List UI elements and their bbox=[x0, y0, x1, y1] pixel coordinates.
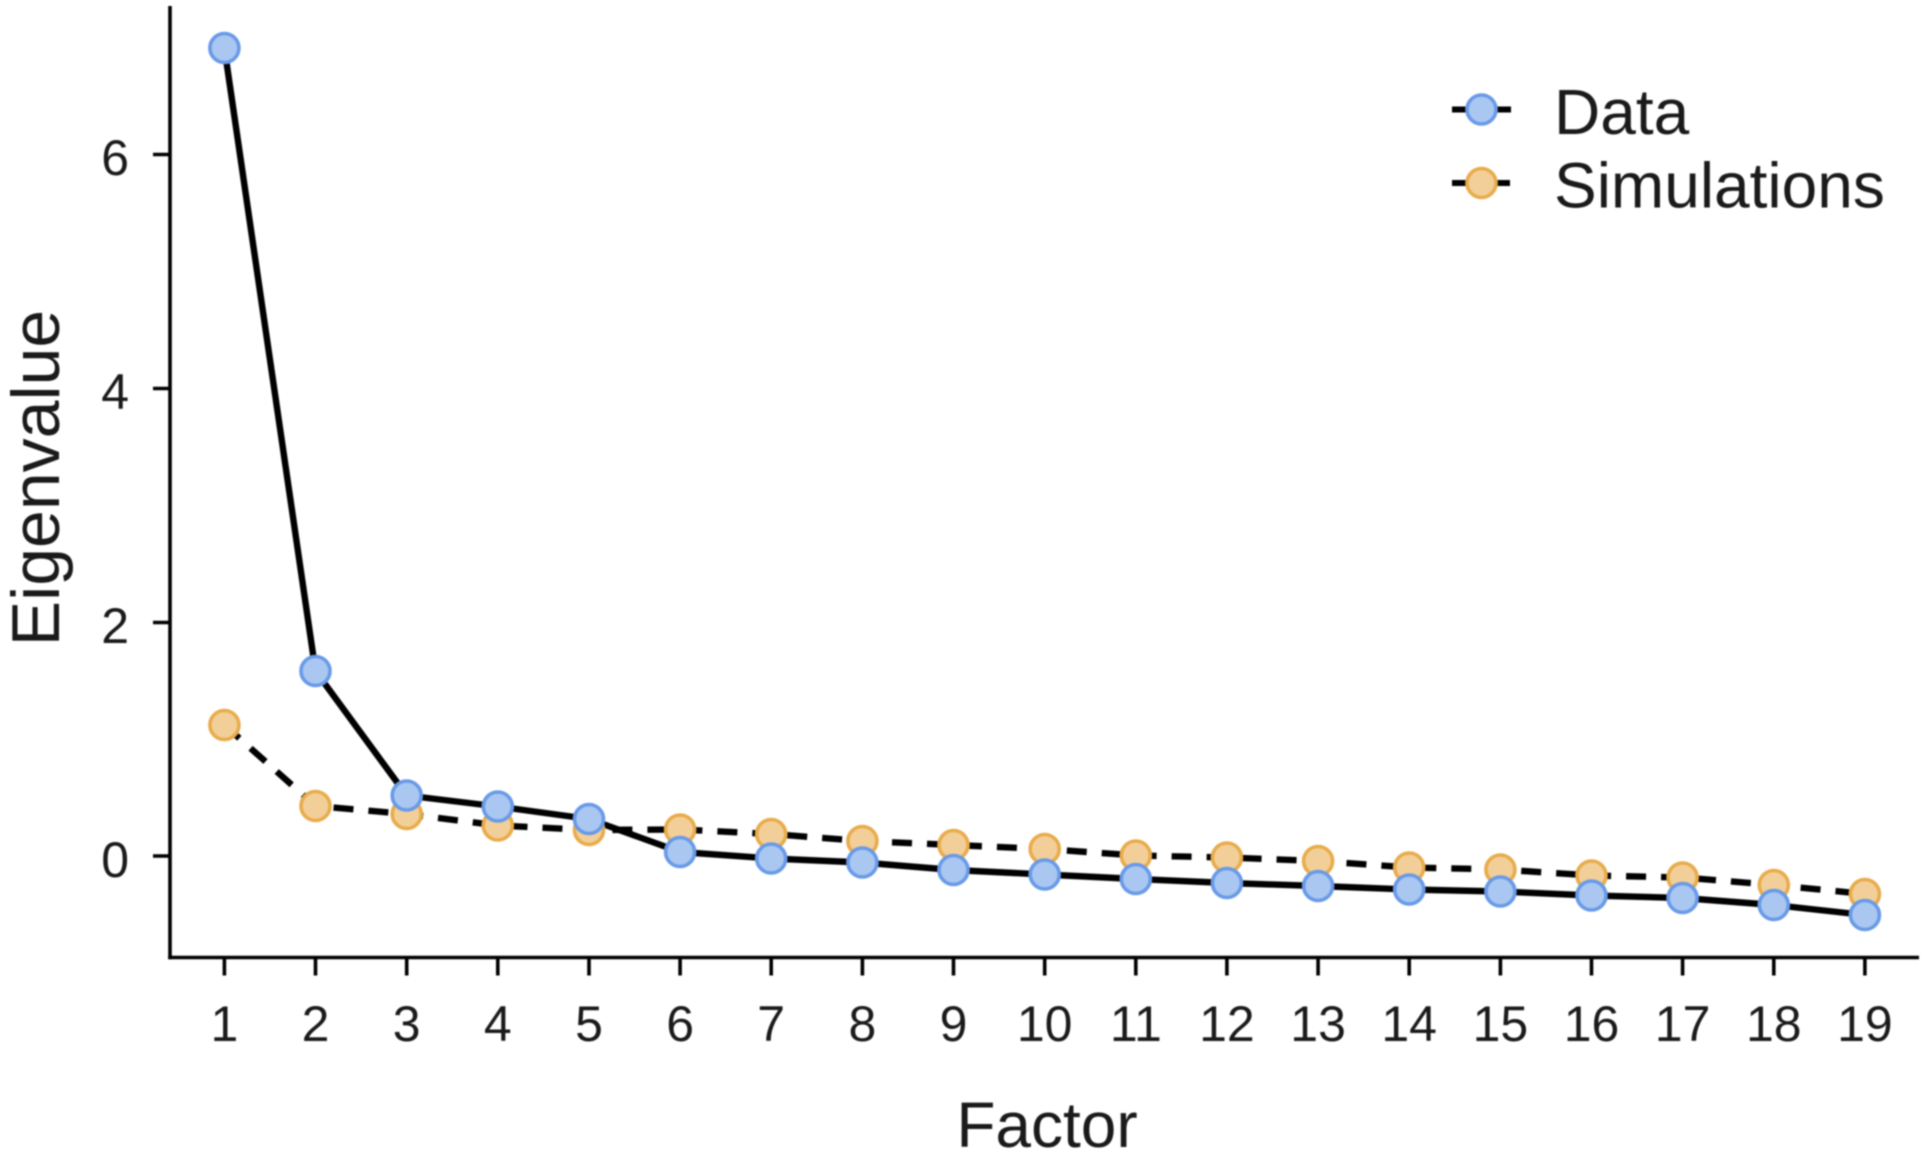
svg-text:4: 4 bbox=[101, 364, 129, 420]
svg-text:16: 16 bbox=[1564, 996, 1620, 1052]
svg-text:17: 17 bbox=[1655, 996, 1711, 1052]
svg-text:14: 14 bbox=[1381, 996, 1437, 1052]
svg-text:13: 13 bbox=[1290, 996, 1346, 1052]
svg-text:Eigenvalue: Eigenvalue bbox=[0, 310, 74, 646]
svg-text:18: 18 bbox=[1746, 996, 1802, 1052]
svg-text:1: 1 bbox=[210, 996, 238, 1052]
svg-text:5: 5 bbox=[575, 996, 603, 1052]
svg-text:12: 12 bbox=[1199, 996, 1255, 1052]
svg-text:3: 3 bbox=[393, 996, 421, 1052]
svg-text:10: 10 bbox=[1017, 996, 1073, 1052]
svg-text:19: 19 bbox=[1837, 996, 1893, 1052]
svg-text:Simulations: Simulations bbox=[1554, 150, 1885, 222]
svg-text:Data: Data bbox=[1554, 76, 1690, 148]
svg-text:2: 2 bbox=[101, 598, 129, 654]
svg-text:Factor: Factor bbox=[956, 1089, 1137, 1157]
svg-text:4: 4 bbox=[484, 996, 512, 1052]
svg-text:9: 9 bbox=[940, 996, 968, 1052]
svg-text:6: 6 bbox=[101, 130, 129, 186]
svg-text:11: 11 bbox=[1110, 996, 1162, 1052]
svg-text:6: 6 bbox=[666, 996, 694, 1052]
svg-text:7: 7 bbox=[757, 996, 785, 1052]
svg-text:2: 2 bbox=[302, 996, 330, 1052]
svg-text:8: 8 bbox=[848, 996, 876, 1052]
svg-text:15: 15 bbox=[1473, 996, 1529, 1052]
svg-text:0: 0 bbox=[101, 832, 129, 888]
